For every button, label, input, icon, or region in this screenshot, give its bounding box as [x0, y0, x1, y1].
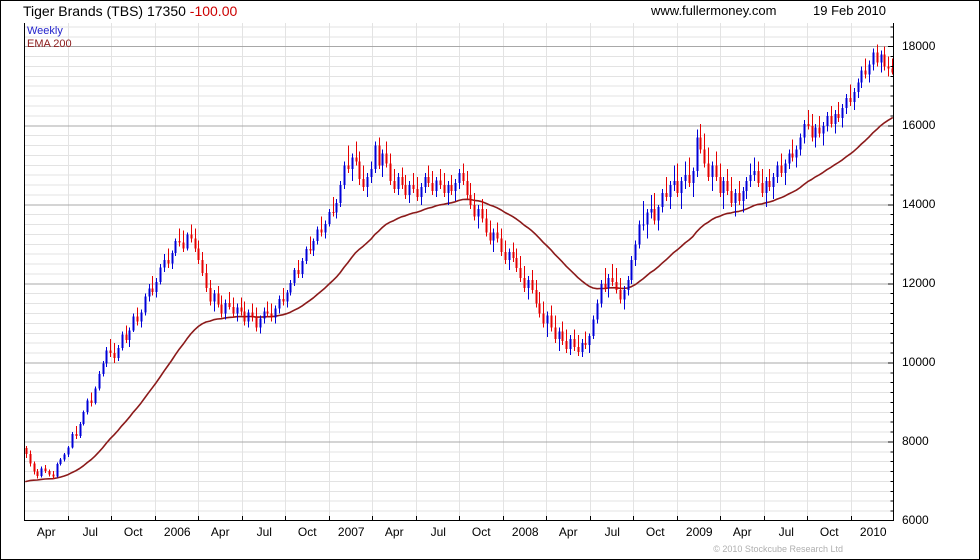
x-axis-tick-label: Apr [558, 525, 578, 539]
x-axis-tick-label: Jul [430, 525, 446, 539]
ema-200-line [25, 117, 893, 483]
x-axis-tick-label: Jul [604, 525, 620, 539]
chart-header: Tiger Brands (TBS) 17350 -100.00 www.ful… [1, 1, 979, 23]
instrument-label: Tiger Brands (TBS) 17350 [23, 3, 186, 19]
x-axis-tick-label: 2009 [685, 525, 713, 539]
price-chart[interactable] [24, 23, 894, 521]
as-of-date: 19 Feb 2010 [813, 3, 887, 18]
x-axis-tick-label: Oct [297, 525, 317, 539]
x-axis-tick-label: Apr [210, 525, 230, 539]
y-axis-tick-label: 16000 [902, 117, 936, 132]
price-change: -100.00 [189, 3, 238, 19]
candle-series [25, 44, 894, 480]
chart-canvas [24, 23, 894, 521]
y-axis-tick-label: 10000 [902, 354, 936, 369]
axis-frame [24, 23, 894, 521]
x-axis-tick-label: Oct [123, 525, 143, 539]
brand-url: www.fullermoney.com [651, 3, 777, 18]
x-axis-tick-label: 2008 [511, 525, 539, 539]
y-axis-tick-label: 14000 [902, 196, 936, 211]
x-axis-tick-label: Jul [82, 525, 98, 539]
copyright-notice: © 2010 Stockcube Research Ltd [713, 544, 843, 554]
x-axis-tick-label: 2006 [163, 525, 191, 539]
x-axis-tick-label: Apr [36, 525, 56, 539]
grid-vertical [68, 23, 852, 521]
x-axis-tick-label: Oct [471, 525, 491, 539]
x-axis-tick-label: Oct [819, 525, 839, 539]
x-axis-tick-label: Oct [645, 525, 665, 539]
x-axis-tick-label: 2007 [337, 525, 365, 539]
y-axis-tick-label: 8000 [902, 433, 929, 448]
x-axis-tick-label: Jul [778, 525, 794, 539]
y-axis-tick-label: 6000 [902, 513, 929, 527]
x-axis-tick-label: Apr [732, 525, 752, 539]
x-axis-tick-label: Jul [256, 525, 272, 539]
page-title: Tiger Brands (TBS) 17350 -100.00 [23, 3, 237, 19]
x-axis-tick-label: Apr [384, 525, 404, 539]
x-axis-tick-label: 2010 [859, 525, 887, 539]
y-axis-tick-label: 18000 [902, 38, 936, 53]
y-axis-tick-label: 12000 [902, 275, 936, 290]
